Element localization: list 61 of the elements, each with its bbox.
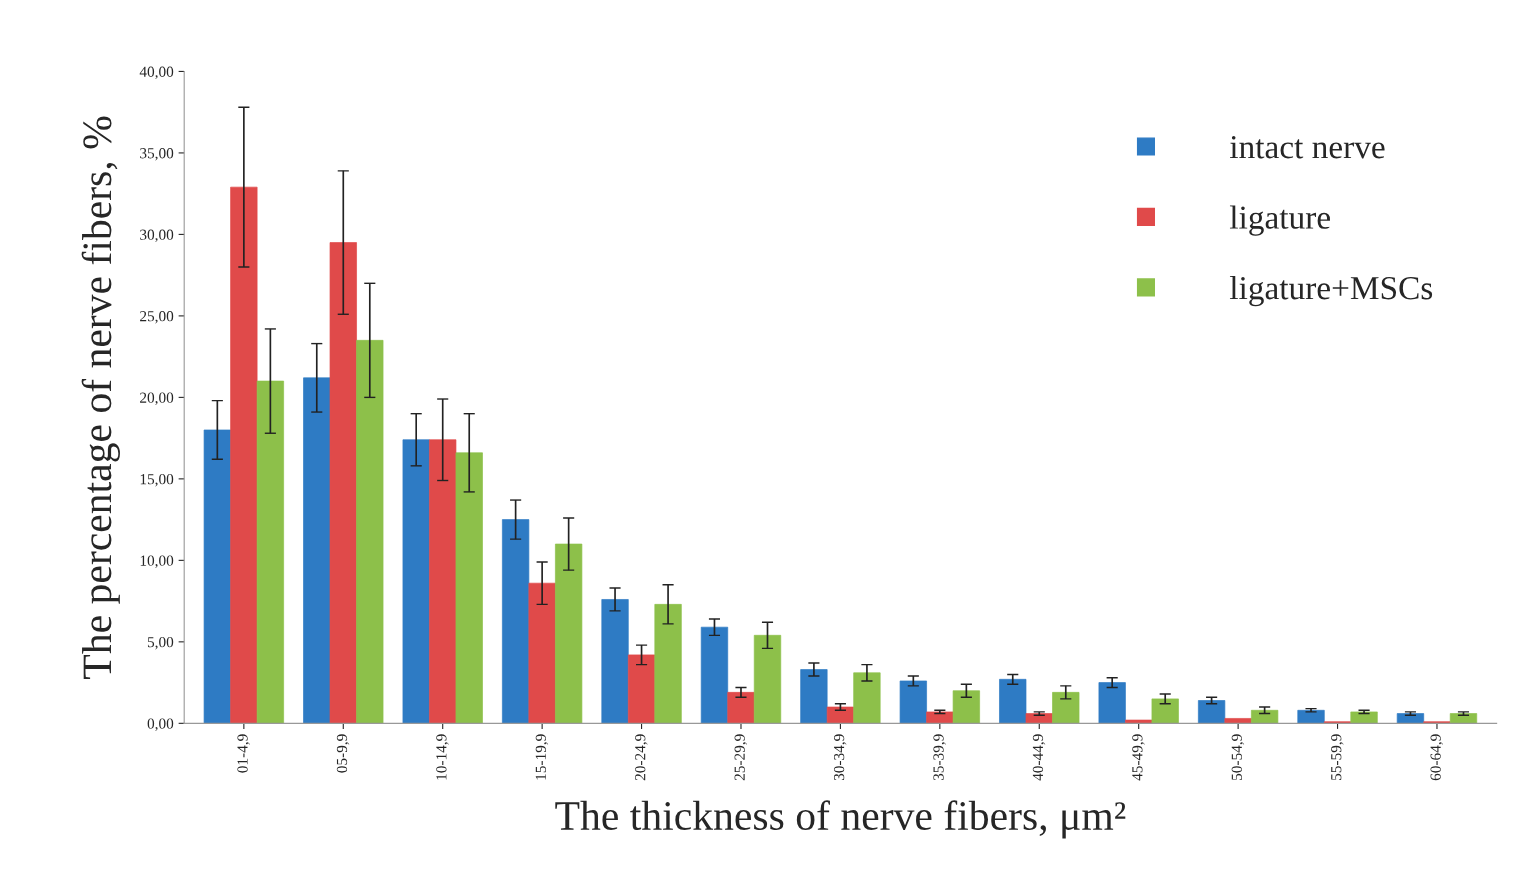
y-tick-label: 5,00 — [147, 636, 174, 650]
bar — [356, 339, 384, 724]
bar — [1098, 682, 1126, 724]
bar — [256, 380, 284, 724]
bar — [1198, 700, 1226, 724]
y-tick-label: 30,00 — [140, 229, 174, 243]
bar — [627, 654, 656, 724]
x-tick-label: 01-4,9 — [237, 734, 250, 773]
bar — [528, 582, 556, 724]
y-tick-label: 20,00 — [140, 392, 174, 406]
bar — [1125, 719, 1153, 724]
bar — [654, 604, 682, 724]
x-tick-label: 15-19,9 — [535, 734, 549, 780]
y-tick-label: 25,00 — [140, 311, 174, 324]
bar — [402, 439, 430, 724]
bar — [826, 706, 855, 724]
x-tick-label: 35-39,9 — [933, 734, 946, 781]
legend-label: ligature — [1229, 205, 1330, 236]
bar — [1350, 711, 1378, 724]
x-tick-label: 50-54,9 — [1231, 734, 1245, 780]
bar — [555, 543, 583, 724]
bar — [502, 519, 530, 724]
bar — [952, 690, 980, 724]
x-tick-label: 25-29,9 — [734, 734, 748, 781]
bar — [1052, 692, 1080, 724]
x-axis-title: The thickness of nerve fibers, μm² — [555, 800, 1126, 839]
x-tick-label: 45-49,9 — [1132, 734, 1145, 781]
bar — [203, 429, 231, 724]
x-tick-label: 10-14,9 — [436, 734, 449, 780]
y-tick-label: 10,00 — [140, 555, 174, 569]
bar — [303, 377, 331, 724]
x-tick-label: 20-24,9 — [635, 734, 648, 781]
bar — [230, 186, 258, 724]
bar — [926, 711, 954, 724]
y-tick-label: 15,00 — [140, 474, 174, 487]
x-tick-label: 60-64,9 — [1430, 734, 1443, 781]
legend-label: ligature+MSCs — [1229, 275, 1433, 307]
bar — [727, 692, 755, 724]
x-tick-label: 30-34,9 — [833, 734, 847, 781]
bar — [1251, 709, 1279, 724]
y-tick-label: 40,00 — [139, 66, 174, 80]
bar — [429, 439, 457, 724]
bar — [800, 669, 828, 724]
y-axis-title: The percentage of nerve fibers, % — [81, 116, 120, 679]
bar — [753, 634, 782, 724]
bar — [899, 680, 927, 724]
legend-label: intact nerve — [1230, 136, 1385, 159]
bar — [853, 672, 881, 724]
bar — [999, 678, 1027, 724]
bar — [455, 452, 483, 724]
bar — [1224, 718, 1252, 724]
y-tick-label: 35,00 — [140, 148, 174, 161]
bar — [1151, 698, 1179, 724]
bar — [601, 599, 629, 724]
x-tick-label: 55-59,9 — [1331, 734, 1344, 780]
y-tick-label: 0,00 — [147, 718, 174, 731]
bar — [329, 242, 357, 724]
bar — [700, 626, 729, 724]
bar — [1297, 709, 1325, 724]
x-tick-label: 40-44,9 — [1032, 734, 1046, 781]
x-tick-label: 05-9,9 — [336, 734, 350, 773]
